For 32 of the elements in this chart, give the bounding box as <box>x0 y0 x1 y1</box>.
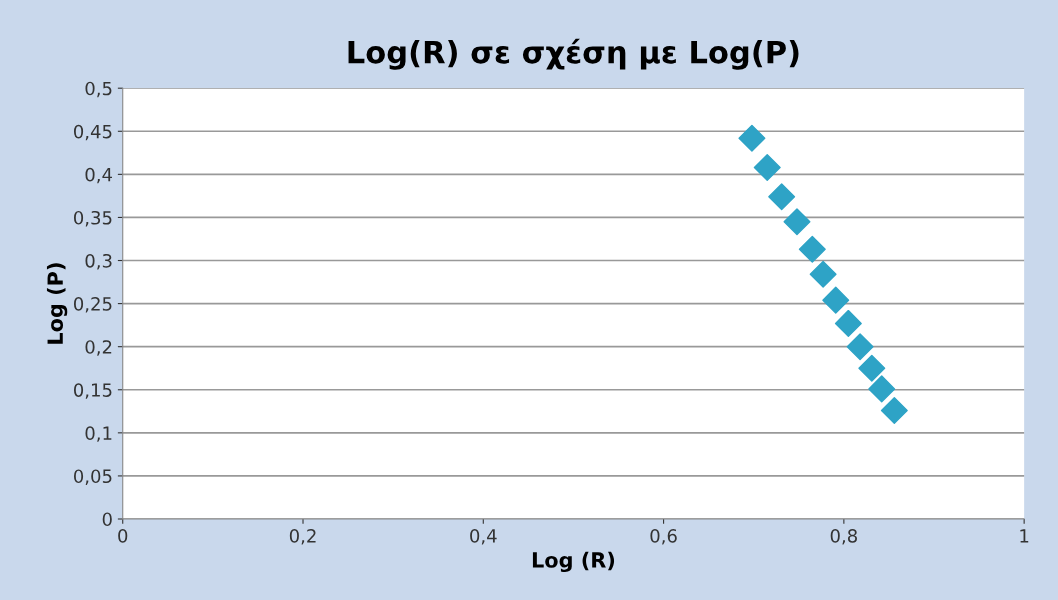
point <box>846 333 874 361</box>
point <box>809 260 837 288</box>
x-tick-label: 0,2 <box>289 529 316 545</box>
y-tick-label: 0,25 <box>73 297 112 313</box>
y-tick-label: 0,4 <box>85 167 112 184</box>
x-tick-label: 1 <box>1020 529 1029 543</box>
y-axis-title: Log (P) <box>46 263 68 344</box>
x-axis-title: Log (R) <box>532 551 615 573</box>
y-tick-label: 0,1 <box>85 426 112 442</box>
point <box>822 286 850 314</box>
y-tick-label: 0 <box>102 512 112 527</box>
point <box>858 354 886 382</box>
y-tick-label: 0,15 <box>73 383 112 399</box>
x-tick-label: 0,4 <box>470 529 497 545</box>
y-tick-label: 0,35 <box>73 210 112 227</box>
point <box>798 235 826 263</box>
point <box>753 153 781 181</box>
y-tick-label: 0,3 <box>85 253 112 270</box>
x-tick-label: 0 <box>118 529 128 543</box>
y-tick-label: 0,45 <box>73 124 112 141</box>
y-tick-label: 0,2 <box>85 340 112 356</box>
point <box>880 396 908 424</box>
chart-title: Log(R) σε σχέση με Log(P) <box>348 38 799 70</box>
x-tick-label: 0,6 <box>650 529 677 545</box>
point <box>783 208 811 236</box>
y-tick-label: 0,05 <box>73 469 112 485</box>
point <box>868 375 896 403</box>
point <box>834 309 862 337</box>
point <box>738 124 766 152</box>
y-tick-label: 0,5 <box>85 81 112 98</box>
point <box>768 183 796 211</box>
x-tick-label: 0,8 <box>830 529 857 545</box>
